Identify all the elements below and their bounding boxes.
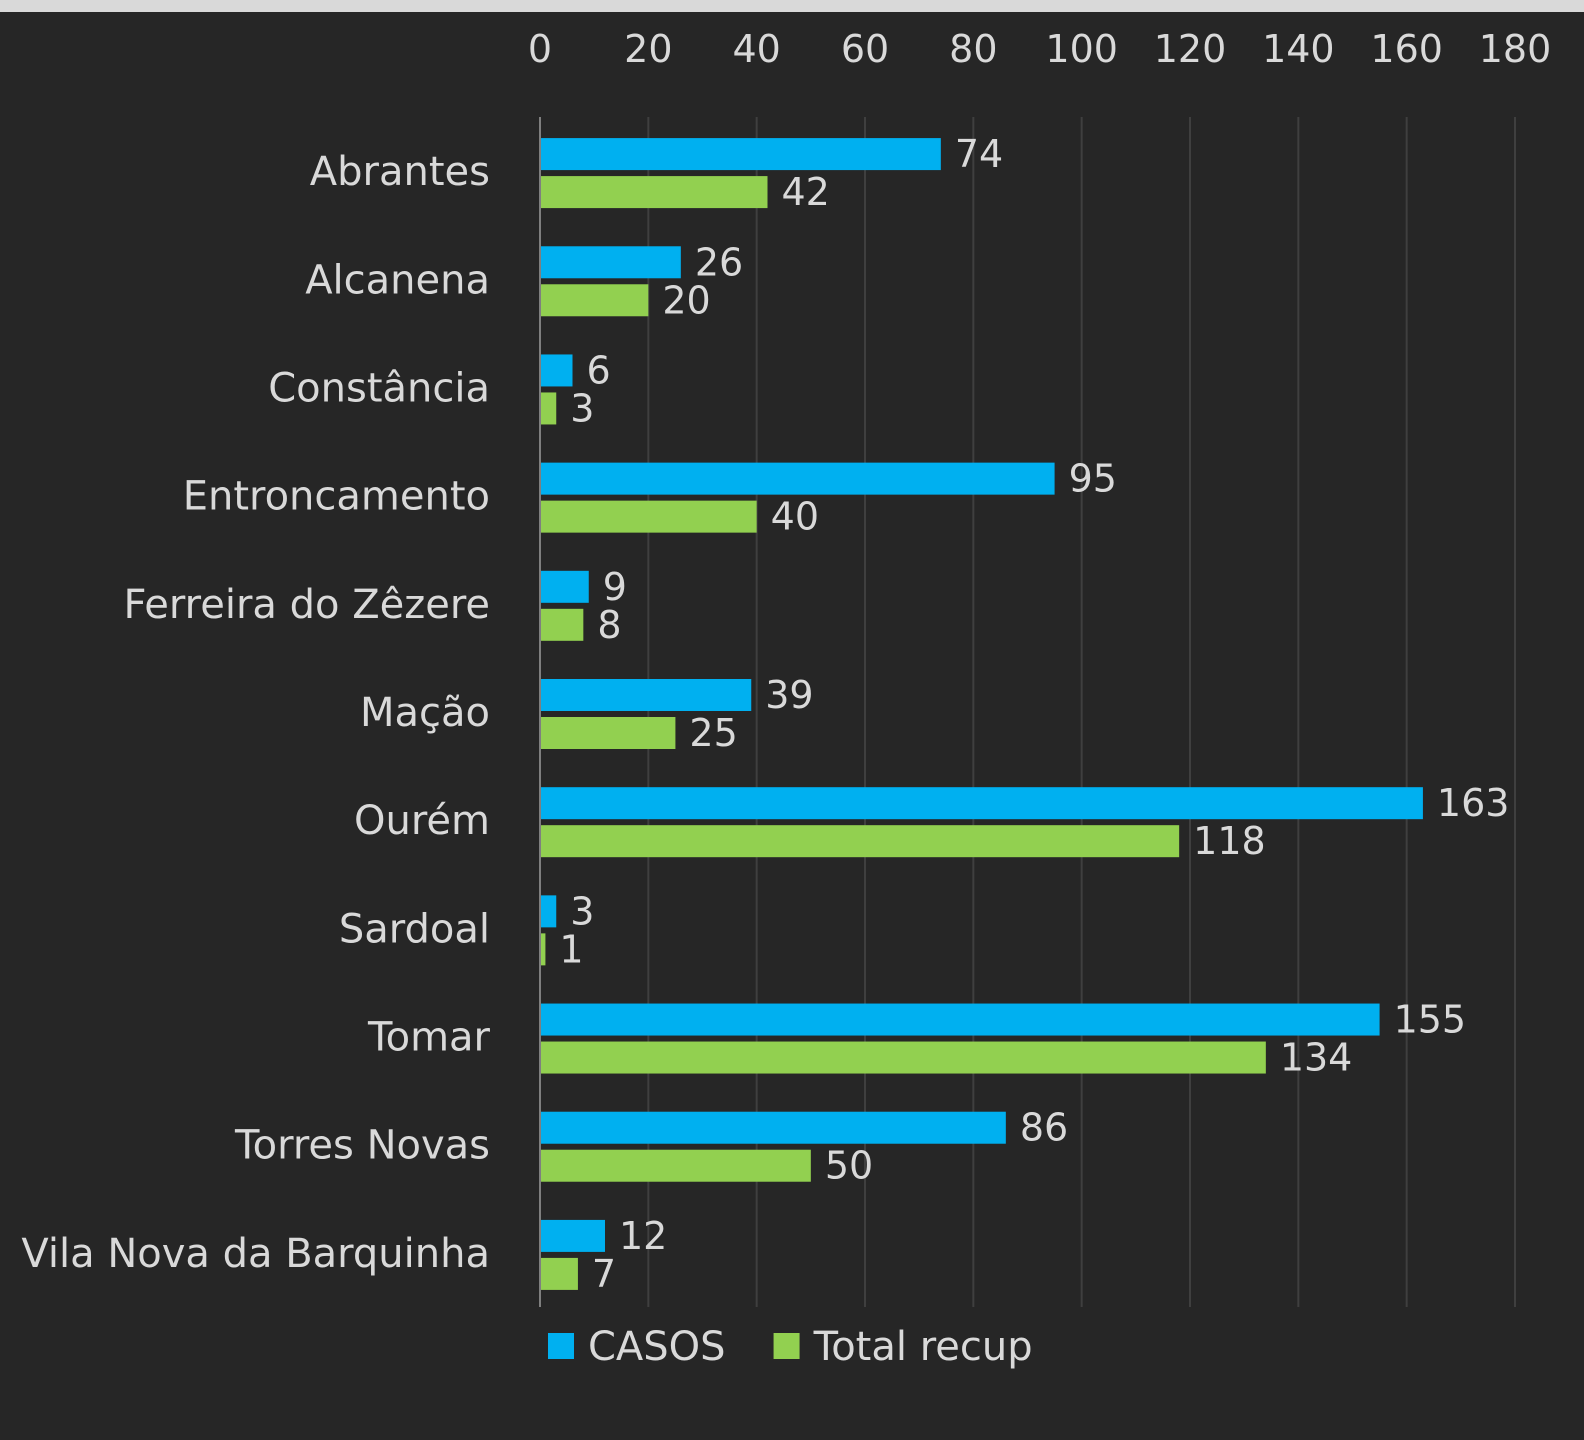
category-label: Entroncamento [183, 474, 490, 520]
bar-total-recup [540, 717, 676, 749]
x-tick-label: 80 [949, 27, 997, 71]
data-labels: 7442262063954098392516311831155134865012… [559, 132, 1509, 1296]
data-label: 42 [782, 170, 830, 214]
x-tick-label: 140 [1262, 27, 1335, 71]
x-tick-label: 100 [1045, 27, 1118, 71]
category-label: Tomar [367, 1015, 491, 1061]
bar-total-recup [540, 825, 1180, 858]
category-label: Ferreira do Zêzere [123, 582, 490, 628]
bar-casos [540, 354, 573, 387]
data-label: 86 [1020, 1106, 1068, 1150]
bars [540, 138, 1423, 1290]
data-label: 8 [597, 603, 621, 647]
category-label: Vila Nova da Barquinha [21, 1231, 490, 1277]
x-tick-label: 40 [732, 27, 780, 71]
category-label: Alcanena [305, 257, 490, 303]
data-label: 134 [1280, 1036, 1353, 1080]
data-label: 3 [570, 889, 594, 933]
bar-chart: 0 20 40 60 80 100 120 140 160 180 AbrantesAlcanen… [21, 27, 1551, 1370]
bar-total-recup [540, 176, 768, 209]
bar-casos [540, 1111, 1006, 1144]
bar-total-recup [540, 1149, 811, 1182]
data-label: 6 [587, 348, 611, 392]
category-label: Mação [360, 690, 490, 736]
data-label: 25 [689, 711, 737, 755]
data-label: 20 [662, 278, 710, 322]
data-label: 1 [559, 927, 583, 971]
legend-swatch-total-recup [773, 1333, 800, 1359]
bar-total-recup [540, 284, 649, 317]
bar-casos [540, 462, 1055, 495]
x-tick-label: 60 [841, 27, 889, 71]
category-label: Torres Novas [234, 1123, 490, 1169]
x-tick-label: 20 [624, 27, 672, 71]
data-label: 3 [570, 386, 594, 430]
category-label: Abrantes [310, 149, 490, 195]
category-label: Sardoal [339, 906, 490, 952]
data-label: 39 [765, 673, 813, 717]
x-axis-ticks: 0 20 40 60 80 100 120 140 160 180 [528, 27, 1551, 71]
data-label: 95 [1069, 457, 1117, 501]
data-label: 40 [771, 495, 819, 539]
x-tick-label: 160 [1370, 27, 1443, 71]
bar-total-recup [540, 392, 557, 425]
data-label: 9 [603, 565, 627, 609]
data-label: 163 [1437, 781, 1510, 825]
gridlines [647, 117, 1516, 1307]
category-axis: Abrantes Alcanena Constância Entroncamento F… [21, 149, 490, 1277]
bar-casos [540, 679, 752, 711]
x-tick-label: 120 [1154, 27, 1227, 71]
x-tick-label: 0 [528, 27, 552, 71]
bar-casos [540, 1003, 1380, 1036]
data-label: 7 [592, 1252, 616, 1296]
category-label: Ourém [354, 798, 490, 844]
legend-label-total-recup: Total recup [813, 1324, 1033, 1370]
bar-casos [540, 895, 557, 928]
bar-casos [540, 787, 1423, 820]
bar-total-recup [540, 1041, 1266, 1074]
x-tick-label: 180 [1479, 27, 1552, 71]
window-top-bar [0, 0, 1584, 12]
bar-total-recup [540, 933, 546, 966]
bar-total-recup [540, 500, 757, 533]
data-label: 50 [825, 1144, 873, 1188]
bar-total-recup [540, 1257, 578, 1290]
data-label: 74 [955, 132, 1003, 176]
data-label: 26 [695, 240, 743, 284]
data-label: 12 [619, 1214, 667, 1258]
data-label: 118 [1193, 819, 1266, 863]
bar-total-recup [540, 608, 584, 641]
bar-casos [540, 570, 589, 603]
bar-casos [540, 138, 941, 171]
legend-label-casos: CASOS [588, 1324, 726, 1370]
bar-casos [540, 1219, 605, 1252]
category-label: Constância [268, 365, 490, 411]
legend: CASOS Total recup [548, 1324, 1033, 1370]
legend-swatch-casos [548, 1333, 574, 1359]
bar-casos [540, 246, 681, 279]
data-label: 155 [1394, 998, 1467, 1042]
